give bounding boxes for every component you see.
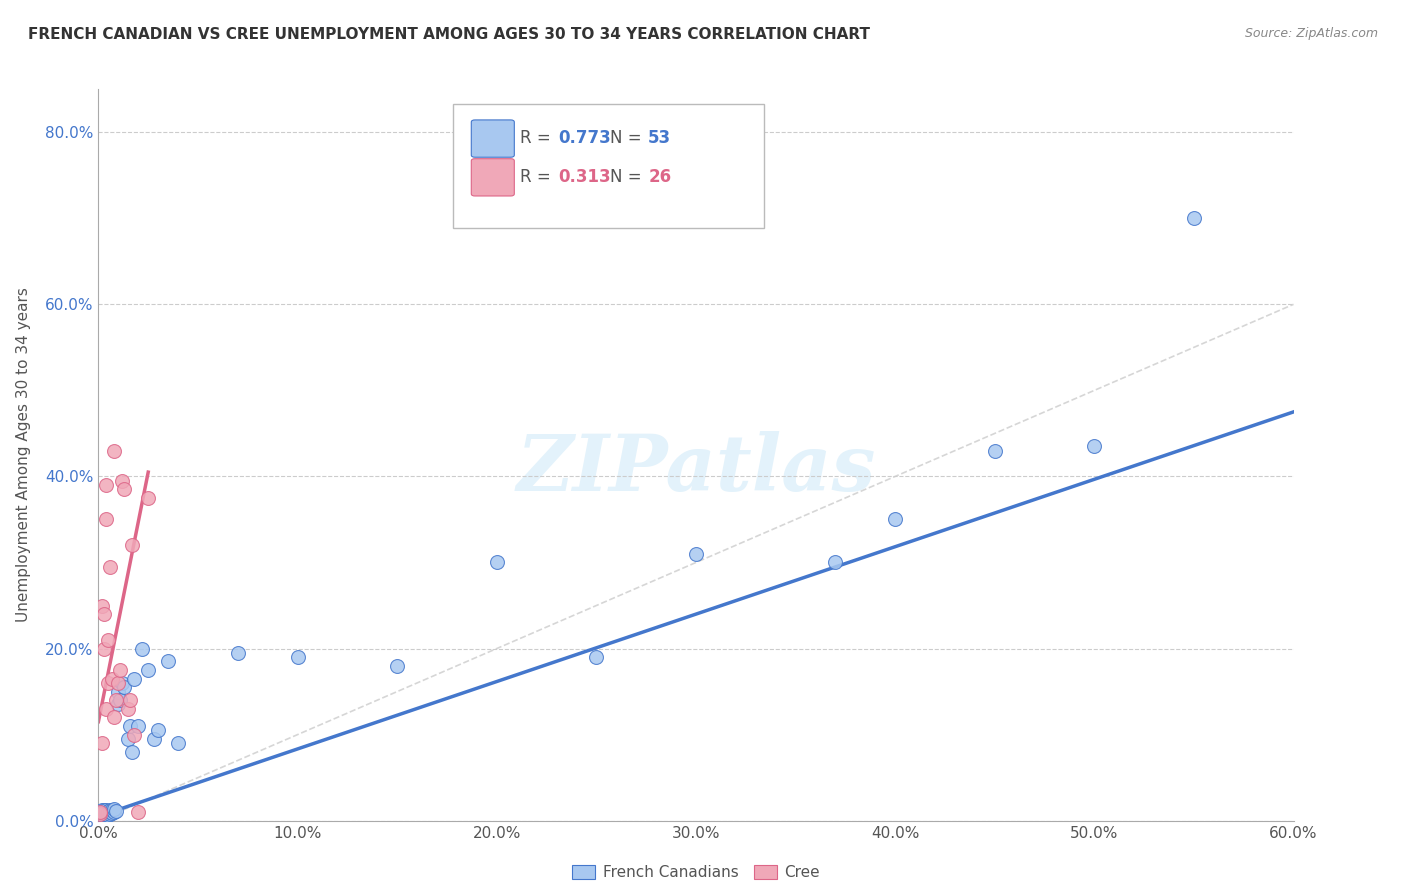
Point (93, 806, 115, 821)
Point (96, 803, 118, 817)
Point (110, 693, 132, 707)
Text: Source: ZipAtlas.com: Source: ZipAtlas.com (1244, 27, 1378, 40)
Point (97, 632, 120, 647)
Point (91, 806, 114, 821)
Point (97, 805, 120, 820)
Text: FRENCH CANADIAN VS CREE UNEMPLOYMENT AMONG AGES 30 TO 34 YEARS CORRELATION CHART: FRENCH CANADIAN VS CREE UNEMPLOYMENT AMO… (28, 27, 870, 42)
Point (98, 559, 122, 574)
Point (143, 731, 166, 746)
Point (136, 663, 159, 677)
Text: R =: R = (520, 129, 557, 147)
Point (112, 483, 135, 497)
Point (91, 809, 114, 823)
Text: 26: 26 (648, 168, 671, 186)
FancyBboxPatch shape (471, 159, 515, 196)
Point (385, 658, 408, 673)
Text: 0.773: 0.773 (558, 129, 612, 147)
Y-axis label: Unemployment Among Ages 30 to 34 years: Unemployment Among Ages 30 to 34 years (17, 287, 31, 623)
Point (98, 806, 122, 821)
Point (110, 663, 132, 677)
Point (107, 684, 129, 698)
Point (96, 478, 118, 492)
Point (107, 676, 129, 690)
FancyBboxPatch shape (453, 103, 763, 228)
Point (111, 676, 134, 690)
Text: N =: N = (610, 168, 647, 186)
Point (121, 745, 143, 759)
Point (91, 805, 114, 819)
Text: 0.313: 0.313 (558, 168, 612, 186)
Point (96, 805, 118, 819)
Point (120, 693, 142, 707)
Point (157, 655, 180, 669)
Point (96, 806, 118, 821)
Point (101, 803, 124, 817)
Point (121, 538, 143, 552)
Point (89, 805, 111, 819)
Text: ZIPatlas: ZIPatlas (516, 432, 876, 508)
Point (226, 646, 249, 660)
Point (103, 710, 125, 724)
Point (93, 809, 115, 823)
Point (287, 650, 309, 665)
Point (93, 803, 115, 817)
Point (93, 805, 115, 819)
Point (111, 474, 134, 488)
Point (1083, 439, 1105, 453)
Point (103, 801, 125, 815)
Point (93, 641, 115, 656)
Point (101, 672, 124, 686)
Point (89, 805, 111, 819)
Point (89, 809, 111, 823)
Point (148, 723, 170, 738)
Point (98, 803, 122, 817)
Point (89, 806, 111, 821)
Point (96, 808, 118, 822)
Point (97, 807, 120, 822)
Point (824, 556, 846, 570)
Point (167, 736, 190, 750)
Point (91, 736, 114, 750)
Point (105, 804, 128, 818)
Point (685, 547, 707, 561)
Point (1182, 211, 1205, 226)
Point (884, 512, 907, 526)
FancyBboxPatch shape (471, 120, 515, 157)
Point (120, 719, 142, 733)
Text: R =: R = (520, 168, 557, 186)
Point (93, 607, 115, 621)
Point (117, 731, 139, 746)
Point (105, 693, 128, 707)
Point (983, 443, 1005, 458)
Point (91, 599, 114, 613)
Point (96, 702, 118, 716)
Point (131, 641, 153, 656)
Point (91, 803, 114, 817)
Point (124, 672, 146, 686)
Point (136, 491, 159, 505)
Point (101, 805, 124, 820)
Point (98, 805, 122, 819)
Point (485, 556, 508, 570)
Point (103, 443, 125, 458)
Text: N =: N = (610, 129, 647, 147)
Point (112, 680, 135, 694)
Point (89, 806, 111, 821)
Point (97, 676, 120, 690)
Point (127, 719, 149, 733)
Point (97, 804, 120, 818)
Legend: French Canadians, Cree: French Canadians, Cree (567, 859, 825, 886)
Point (127, 805, 149, 819)
Point (124, 728, 146, 742)
Point (117, 702, 139, 716)
Point (103, 805, 125, 819)
Point (585, 650, 607, 665)
Text: 53: 53 (648, 129, 671, 147)
Point (96, 512, 118, 526)
Point (107, 698, 129, 712)
